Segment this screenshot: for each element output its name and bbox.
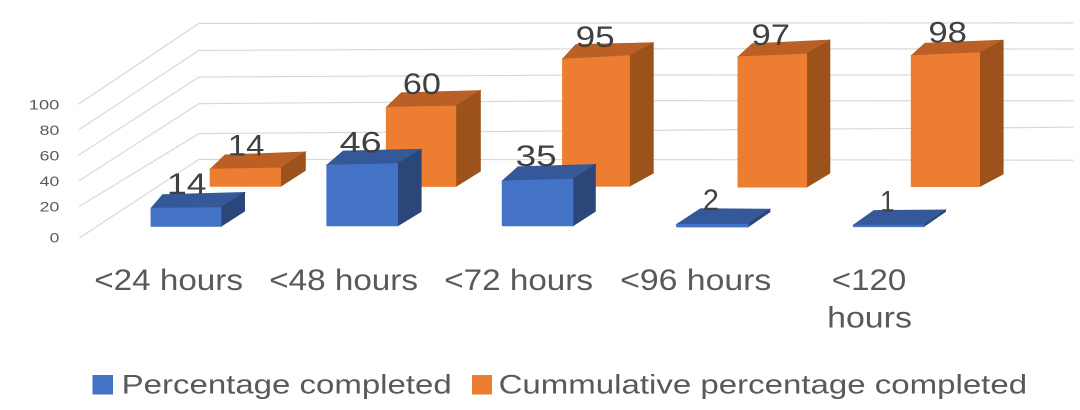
svg-text:<24 hours: <24 hours — [94, 264, 243, 297]
svg-text:2: 2 — [703, 184, 719, 217]
svg-text:97: 97 — [752, 19, 791, 52]
svg-text:40: 40 — [40, 173, 60, 189]
svg-text:60: 60 — [403, 68, 441, 101]
svg-text:Cummulative percentage complet: Cummulative percentage completed — [499, 369, 1028, 399]
svg-text:<48 hours: <48 hours — [269, 264, 418, 297]
svg-text:95: 95 — [576, 21, 615, 54]
svg-text:hours: hours — [827, 302, 912, 335]
svg-text:<120: <120 — [832, 264, 906, 297]
svg-text:60: 60 — [40, 148, 60, 164]
svg-text:0: 0 — [50, 229, 60, 245]
svg-text:<96 hours: <96 hours — [620, 264, 771, 297]
svg-text:20: 20 — [40, 199, 60, 215]
svg-text:35: 35 — [516, 140, 557, 173]
svg-text:<72 hours: <72 hours — [444, 264, 593, 297]
svg-text:46: 46 — [340, 127, 382, 160]
svg-text:1: 1 — [880, 185, 895, 218]
svg-text:80: 80 — [40, 122, 60, 138]
svg-text:100: 100 — [29, 96, 60, 112]
svg-text:98: 98 — [928, 17, 967, 50]
svg-text:Percentage completed: Percentage completed — [122, 369, 452, 399]
svg-text:14: 14 — [228, 130, 265, 163]
svg-text:14: 14 — [167, 168, 207, 201]
